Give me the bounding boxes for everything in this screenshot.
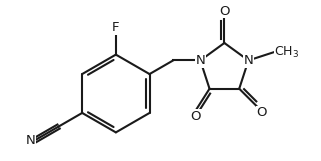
Text: N: N bbox=[244, 54, 253, 67]
Text: O: O bbox=[219, 5, 230, 18]
Text: N: N bbox=[25, 134, 35, 147]
Text: O: O bbox=[191, 110, 201, 123]
Text: O: O bbox=[257, 106, 267, 119]
Text: F: F bbox=[112, 21, 120, 34]
Text: CH$_3$: CH$_3$ bbox=[274, 44, 299, 60]
Text: N: N bbox=[195, 54, 205, 67]
